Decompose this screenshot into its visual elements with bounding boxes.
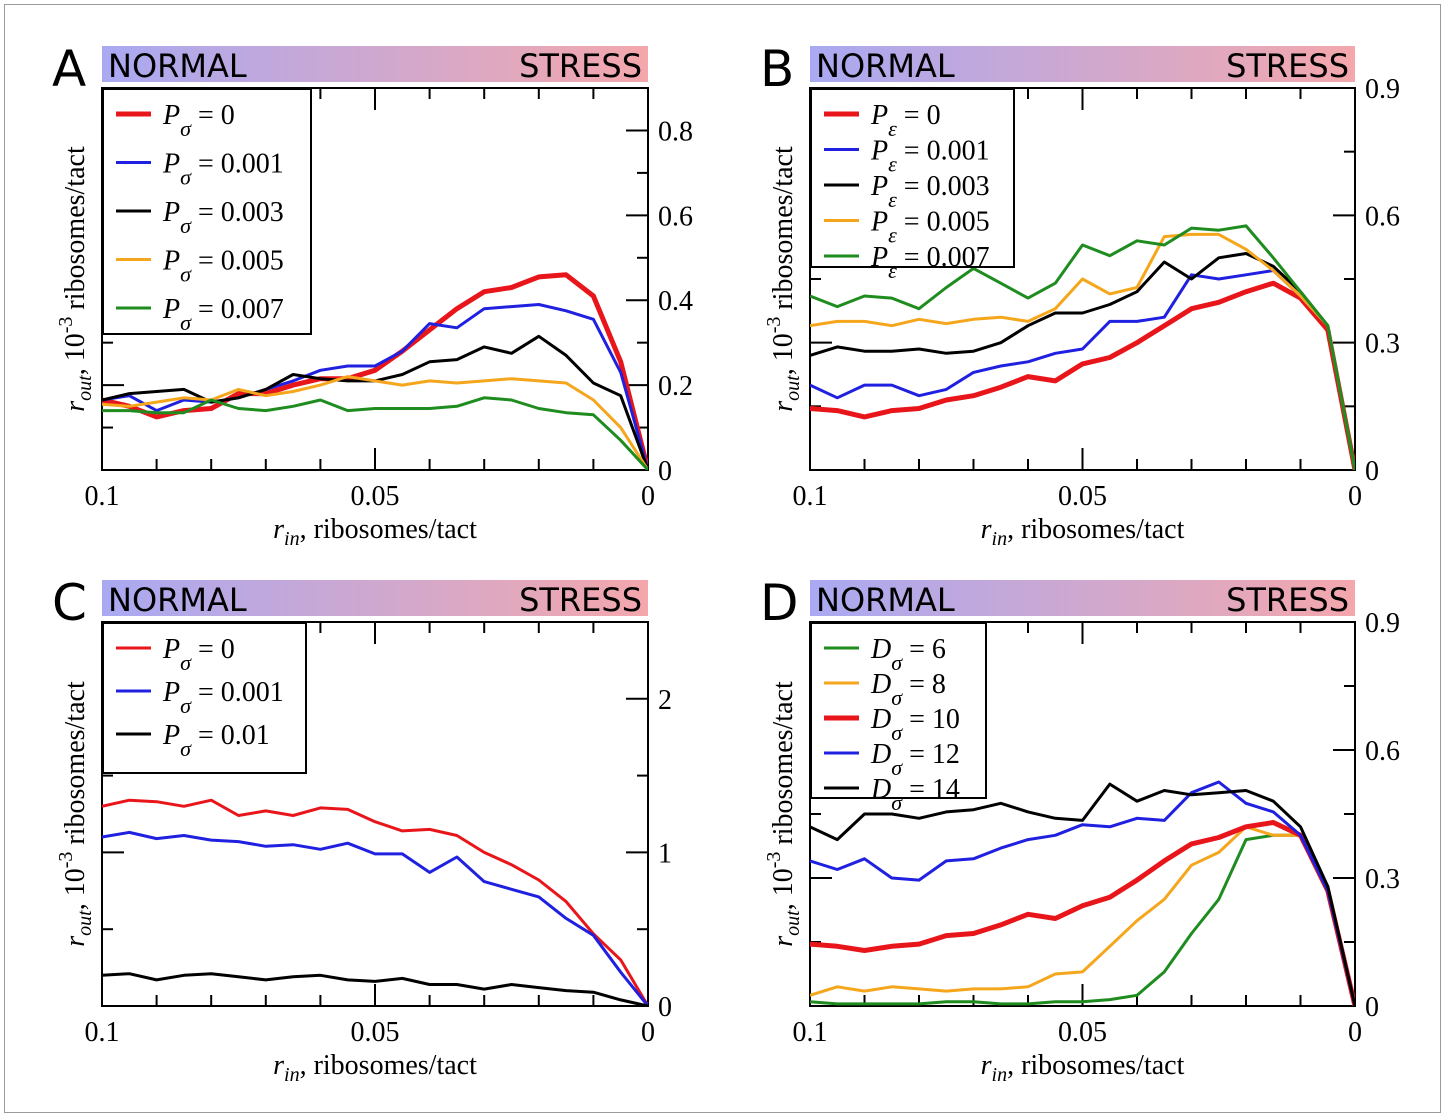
series-line xyxy=(810,780,1355,1006)
panel-letter: C xyxy=(52,574,87,632)
x-tick-label: 0.05 xyxy=(1058,481,1107,512)
x-tick-label: 0.05 xyxy=(1058,1017,1107,1048)
x-tick-label: 0.1 xyxy=(85,1017,120,1048)
y-axis-label: rout, 10-3 ribosomes/tact xyxy=(55,146,96,412)
condition-band xyxy=(102,46,648,82)
panel-letter: A xyxy=(52,40,86,98)
panel-c: NORMAL STRESS C 0.1 0.05 00 1 2 rin, ribosomes/t… xyxy=(52,574,672,1086)
x-axis-label: rin, ribosomes/tact xyxy=(273,1050,477,1086)
y-axis-label: rout, 10-3 ribosomes/tact xyxy=(763,146,804,412)
legend-entry: Pσ = 0.001 xyxy=(162,677,284,718)
series-line xyxy=(102,375,648,470)
panel-a: NORMAL STRESS A 0.1 0.05 00 0.2 0.4 0.6 0.8 rin, r… xyxy=(52,40,693,550)
y-tick-label: 0 xyxy=(658,456,672,487)
panel-letter: D xyxy=(760,574,799,632)
panel-d: NORMAL STRESS D 0.1 0.05 00 0.3 0.6 0.9 rin, ribo… xyxy=(760,574,1400,1086)
y-tick-label: 0.4 xyxy=(658,286,693,317)
y-tick-label: 0.3 xyxy=(1365,864,1400,895)
x-tick-label: 0 xyxy=(1348,481,1362,512)
x-axis-label: rin, ribosomes/tact xyxy=(981,1050,1185,1086)
x-axis-label: rin, ribosomes/tact xyxy=(273,514,477,550)
normal-label: NORMAL xyxy=(816,581,955,619)
y-axis-label: rout, 10-3 ribosomes/tact xyxy=(763,681,804,947)
x-tick-label: 0.1 xyxy=(85,481,120,512)
x-tick-label: 0.05 xyxy=(351,481,400,512)
series-line xyxy=(102,830,648,1006)
y-tick-label: 0.6 xyxy=(658,201,693,232)
y-axis-label: rout, 10-3 ribosomes/tact xyxy=(55,681,96,947)
stress-label: STRESS xyxy=(519,47,642,85)
x-tick-label: 0.05 xyxy=(351,1017,400,1048)
y-tick-label: 0.6 xyxy=(1365,201,1400,232)
series-line xyxy=(810,280,1355,470)
legend-entry: Dσ = 14 xyxy=(870,774,960,815)
y-tick-label: 0.9 xyxy=(1365,74,1400,105)
legend-entry: Pσ = 0.005 xyxy=(162,246,284,287)
y-tick-label: 0 xyxy=(658,992,672,1023)
legend-entry: Pσ = 0 xyxy=(162,100,235,141)
series-line xyxy=(810,825,1355,1006)
y-tick-label: 0 xyxy=(1365,992,1379,1023)
legend-entry: Pσ = 0.001 xyxy=(162,149,284,190)
legend-entry: Dσ = 10 xyxy=(870,704,960,745)
y-tick-label: 1 xyxy=(658,838,672,869)
series-line xyxy=(102,396,648,470)
legend-box xyxy=(810,88,1015,268)
panel-letter: B xyxy=(760,40,794,98)
y-tick-label: 0.6 xyxy=(1365,736,1400,767)
y-tick-label: 0.2 xyxy=(658,371,693,402)
stress-label: STRESS xyxy=(1226,47,1349,85)
series-line xyxy=(810,820,1355,1006)
legend-entry: Pσ = 0 xyxy=(162,634,235,675)
stress-label: STRESS xyxy=(1226,581,1349,619)
x-tick-label: 0 xyxy=(641,1017,655,1048)
x-tick-label: 0.1 xyxy=(793,1017,828,1048)
series-line xyxy=(102,972,648,1006)
series-line xyxy=(810,833,1355,1006)
series-line xyxy=(810,232,1355,470)
y-tick-label: 0.9 xyxy=(1365,608,1400,639)
condition-band xyxy=(102,580,648,616)
stress-label: STRESS xyxy=(519,581,642,619)
series-line xyxy=(810,269,1355,470)
legend-entry: Pε = 0.003 xyxy=(870,171,990,212)
y-tick-label: 0.8 xyxy=(658,116,693,147)
legend-entry: Pε = 0.001 xyxy=(870,136,990,177)
condition-band xyxy=(810,46,1355,82)
y-tick-label: 2 xyxy=(658,685,672,716)
legend-entry: Pε = 0 xyxy=(870,100,941,141)
x-tick-label: 0 xyxy=(1348,1017,1362,1048)
normal-label: NORMAL xyxy=(816,47,955,85)
x-tick-label: 0 xyxy=(641,481,655,512)
legend-box xyxy=(810,622,987,799)
legend-entry: Dσ = 6 xyxy=(870,634,946,675)
legend-entry: Pσ = 0.01 xyxy=(162,720,270,761)
condition-band xyxy=(810,580,1355,616)
series-line xyxy=(810,224,1355,470)
legend-entry: Dσ = 8 xyxy=(870,669,946,710)
series-line xyxy=(102,798,648,1006)
panel-b: NORMAL STRESS B 0.1 0.05 00 0.3 0.6 0.9 rin, ribo… xyxy=(760,40,1400,550)
figure-frame xyxy=(4,4,1441,1113)
series-line xyxy=(810,782,1355,1006)
x-tick-label: 0.1 xyxy=(793,481,828,512)
normal-label: NORMAL xyxy=(108,47,247,85)
legend-entry: Pε = 0.007 xyxy=(870,242,990,283)
legend-entry: Pσ = 0.003 xyxy=(162,197,284,238)
legend-entry: Pε = 0.005 xyxy=(870,207,990,248)
series-line xyxy=(102,303,648,470)
legend-entry: Dσ = 12 xyxy=(870,739,960,780)
y-tick-label: 0 xyxy=(1365,456,1379,487)
normal-label: NORMAL xyxy=(108,581,247,619)
legend-entry: Pσ = 0.007 xyxy=(162,294,284,335)
y-tick-label: 0.3 xyxy=(1365,329,1400,360)
x-axis-label: rin, ribosomes/tact xyxy=(981,514,1185,550)
